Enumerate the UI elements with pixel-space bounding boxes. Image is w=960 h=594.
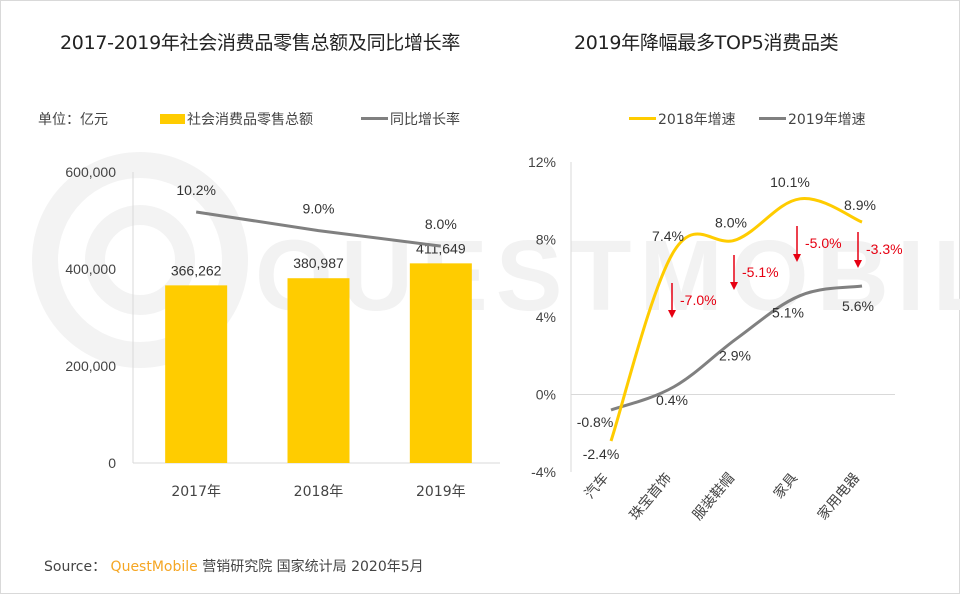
right-x-tick-label: 服装鞋帽 (690, 470, 738, 523)
right-y-tick-label: 8% (536, 232, 556, 248)
left-x-tick-label: 2017年 (171, 484, 221, 500)
decline-arrow-head (793, 254, 801, 262)
legend-label-2019: 2019年增速 (788, 112, 866, 128)
left-y-tick-label: 200,000 (65, 358, 116, 374)
line-2019 (610, 284, 863, 412)
data-label-2019: 0.4% (656, 392, 688, 408)
line-2018 (609, 197, 863, 442)
decline-arrow-head (854, 260, 862, 268)
decline-label: -5.1% (742, 264, 779, 280)
bar-retail-total (409, 263, 472, 463)
bar-retail-total (165, 285, 228, 463)
right-x-tick-label: 家具 (770, 470, 801, 502)
right-line-chart: -4% 0% 4% 8% 12% -2.4% 7.4% 8.0% 10.1% 8.9% -0.8% 0… (528, 154, 903, 523)
data-label-2018: 10.1% (770, 174, 810, 190)
data-label-2019: 2.9% (719, 347, 751, 363)
decline-label: -7.0% (680, 292, 717, 308)
left-bar-chart: 0 200,000 400,000 600,000 366,262 2017年 10.2% 3… (65, 164, 500, 500)
decline-arrow-head (668, 310, 676, 318)
unit-label: 单位：亿元 (38, 112, 108, 128)
legend-swatch-retail-total (160, 114, 185, 124)
decline-arrow-head (730, 282, 738, 290)
right-x-tick-label: 珠宝首饰 (627, 470, 675, 523)
growth-rate-line (195, 210, 442, 248)
legend-label-retail-total: 社会消费品零售总额 (187, 112, 313, 128)
left-chart-title: 2017-2019年社会消费品零售总额及同比增长率 (60, 32, 461, 54)
legend-swatch-2018 (629, 117, 656, 120)
data-label-2018: 8.0% (715, 215, 747, 231)
decline-label: -5.0% (805, 235, 842, 251)
left-x-tick-label: 2018年 (294, 484, 344, 500)
left-y-tick-label: 600,000 (65, 164, 116, 180)
legend-label-2018: 2018年增速 (658, 112, 736, 128)
data-label-2018: 7.4% (652, 228, 684, 244)
data-label-2019: 5.6% (842, 298, 874, 314)
bar-data-label: 366,262 (171, 262, 222, 278)
left-x-tick-label: 2019年 (416, 484, 466, 500)
legend-swatch-2019 (759, 117, 786, 120)
growth-data-label: 9.0% (303, 201, 335, 217)
data-label-2018: -2.4% (583, 446, 620, 462)
source-prefix: Source： (44, 559, 107, 575)
legend-label-growth-rate: 同比增长率 (390, 112, 460, 128)
data-label-2019: -0.8% (577, 414, 614, 430)
right-y-tick-label: 4% (536, 309, 556, 325)
data-label-2018: 8.9% (844, 197, 876, 213)
right-x-tick-label: 汽车 (581, 470, 612, 502)
left-y-tick-label: 400,000 (65, 261, 116, 277)
right-y-tick-label: 0% (536, 387, 556, 403)
source-note: Source： QuestMobile 营销研究院 国家统计局 2020年5月 (44, 556, 424, 576)
right-chart-title: 2019年降幅最多TOP5消费品类 (574, 32, 839, 54)
right-y-tick-label: 12% (528, 154, 556, 170)
source-rest: 营销研究院 国家统计局 2020年5月 (202, 559, 424, 575)
watermark-logo-inner (85, 205, 195, 315)
decline-label: -3.3% (866, 241, 903, 257)
growth-data-label: 8.0% (425, 216, 457, 232)
right-y-tick-label: -4% (531, 464, 556, 480)
data-label-2019: 5.1% (772, 305, 804, 321)
source-brand: QuestMobile (110, 559, 198, 575)
right-x-tick-label: 家用电器 (814, 470, 863, 524)
watermark-logo-ring (32, 152, 248, 368)
left-y-tick-label: 0 (108, 455, 116, 471)
bar-data-label: 380,987 (293, 255, 344, 271)
bar-retail-total (287, 278, 350, 463)
legend-swatch-growth-rate (361, 117, 388, 120)
growth-data-label: 10.2% (176, 182, 216, 198)
